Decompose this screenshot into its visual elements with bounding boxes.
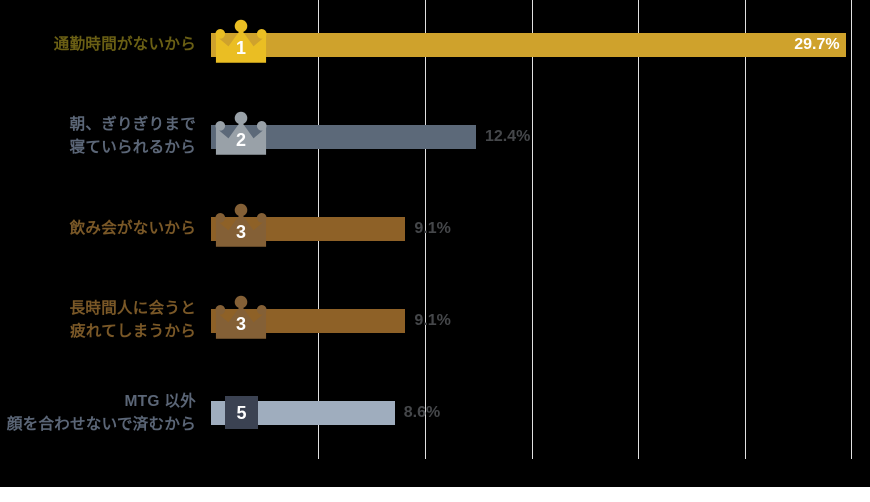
bottom-white-strip — [0, 487, 870, 502]
rank5-square-badge — [225, 396, 258, 429]
gridline-10pct — [424, 0, 426, 459]
category-label-line: 朝、ぎりぎりまで — [69, 116, 196, 133]
gridline-15pct — [531, 0, 533, 459]
category-label-line: MTG 以外 — [124, 393, 196, 410]
rank-number: 2 — [235, 130, 246, 150]
rank-number: 3 — [235, 314, 246, 334]
rank-number: 3 — [235, 222, 246, 242]
category-label: 通勤時間がないから — [0, 33, 196, 57]
category-label: 朝、ぎりぎりまで 寝ていられるから — [0, 113, 196, 159]
gold-crown-icon — [215, 19, 267, 63]
category-label-line: 疲れてしまうから — [70, 323, 196, 340]
silver-crown-icon — [215, 111, 267, 155]
category-label-line: 飲み会がないから — [69, 220, 196, 237]
rank-number: 1 — [235, 38, 246, 58]
category-label: 長時間人に会うと 疲れてしまうから — [0, 297, 196, 343]
bronze-crown-icon — [215, 203, 267, 247]
value-label: 9.1% — [414, 220, 451, 237]
category-label-line: 寝ていられるから — [69, 139, 196, 156]
bar-row: 9.1% 3 — [211, 203, 852, 247]
value-label: 29.7% — [794, 36, 840, 53]
category-label-line: 長時間人に会うと — [69, 300, 196, 317]
bar-row: 29.7% 1 — [211, 19, 852, 63]
gridline-25pct — [745, 0, 747, 459]
bronze-crown-icon — [215, 295, 267, 339]
category-label-line: 顔を合わせないで済むから — [6, 416, 196, 433]
bar-row: 8.6% 5 — [211, 396, 852, 429]
category-label-line: 通勤時間がないから — [53, 36, 196, 53]
value-label: 8.6% — [403, 404, 441, 421]
value-label: 9.1% — [414, 312, 451, 329]
gridline-20pct — [638, 0, 640, 459]
rank-number: 5 — [236, 403, 247, 423]
value-label: 12.4% — [484, 128, 531, 145]
category-label: MTG 以外 顔を合わせないで済むから — [0, 390, 196, 436]
bar-row: 12.4% 2 — [211, 111, 852, 155]
gridline-30pct — [851, 0, 853, 459]
category-label: 飲み会がないから — [0, 217, 196, 241]
bar-rank1: 29.7% — [211, 33, 846, 57]
bar-row: 9.1% 3 — [211, 295, 852, 339]
